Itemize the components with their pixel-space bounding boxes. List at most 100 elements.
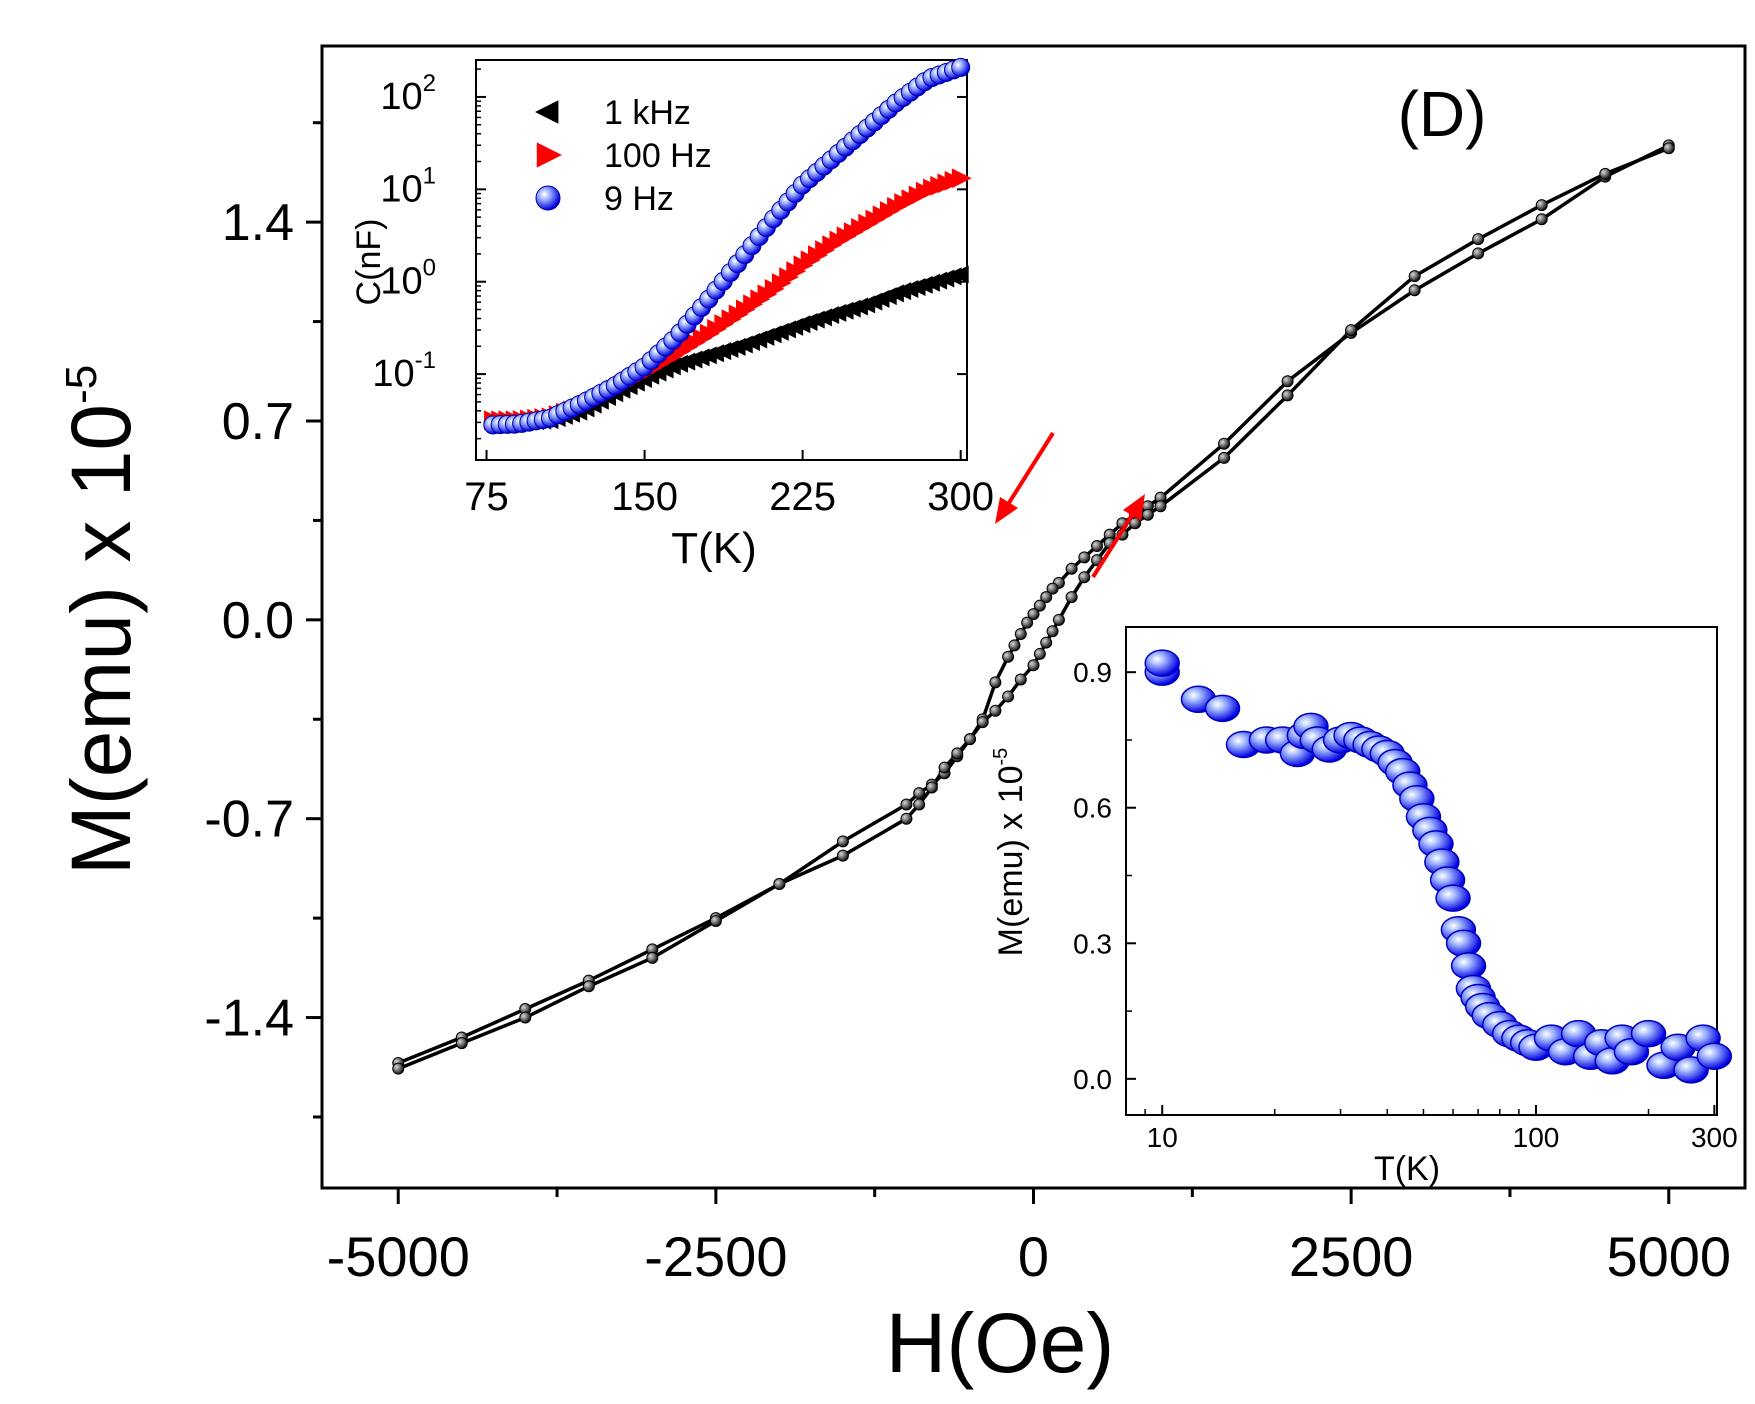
data-point — [1408, 270, 1421, 283]
point-9hz — [951, 57, 971, 77]
data-point — [1065, 562, 1078, 575]
inset1-x-tick-label: 300 — [927, 475, 994, 519]
data-point — [1002, 650, 1015, 663]
inset-magnetization-ticks — [1125, 671, 1716, 1115]
inset-magnetization-x-label: T(K) — [1374, 1150, 1440, 1188]
data-point — [913, 798, 926, 811]
y-tick-label: 1.4 — [222, 194, 294, 252]
data-point — [646, 951, 659, 964]
legend-label: 100 Hz — [604, 137, 712, 175]
inset-capacitance-y-label: C(nF) — [350, 219, 388, 306]
data-point — [1065, 591, 1078, 604]
inset2-data-point — [1204, 694, 1241, 723]
data-point — [1021, 616, 1034, 629]
inset2-x-tick-label: 300 — [1691, 1122, 1738, 1153]
data-point — [1008, 639, 1021, 652]
data-point — [1472, 247, 1485, 260]
data-point — [1281, 389, 1294, 402]
data-point — [1002, 690, 1015, 703]
inset1-y-tick-base: 10 — [380, 261, 422, 303]
data-point — [1078, 551, 1091, 564]
inset-capacitance-points — [482, 57, 972, 435]
data-point — [1046, 582, 1059, 595]
main-plot: -5000 -2500 0 2500 5000 -1.4 -0.7 0.0 0.7 1.4 (D)… — [54, 44, 1747, 1390]
data-point — [976, 716, 989, 729]
main-y-label-exponent: -5 — [57, 365, 106, 404]
y-tick-label: 0.0 — [222, 592, 294, 650]
svg-text:M(emu) x 10-5: M(emu) x 10-5 — [990, 748, 1030, 957]
data-point — [519, 1011, 532, 1024]
data-point — [1535, 199, 1548, 212]
y-tick-label: -1.4 — [204, 990, 294, 1048]
inset-capacitance-legend: 1 kHz 100 Hz 9 Hz — [535, 94, 712, 218]
svg-text:M(emu) x 10-5: M(emu) x 10-5 — [54, 365, 148, 876]
data-point — [900, 812, 913, 825]
data-point — [1218, 437, 1231, 450]
data-point — [709, 914, 722, 927]
data-point — [1014, 673, 1027, 686]
data-point — [925, 781, 938, 794]
inset-magnetization: 10 100 300 0.0 0.3 0.6 0.9 T(K) M(emu) x 10-5 — [990, 626, 1738, 1188]
data-point — [989, 676, 1002, 689]
data-point — [951, 747, 964, 760]
inset-magnetization-points — [1144, 649, 1733, 1084]
point-1khz — [950, 265, 969, 284]
main-x-axis-label: H(Oe) — [886, 1296, 1115, 1390]
inset-magnetization-y-label: M(emu) x 10-5 — [990, 748, 1030, 957]
data-point — [1129, 517, 1142, 530]
inset-capacitance-frame — [475, 59, 968, 461]
main-series-points — [392, 139, 1675, 1075]
inset1-y-tick-label: 100 — [380, 255, 436, 303]
inset-capacitance-ticks — [476, 68, 967, 460]
inset1-x-tick-label: 75 — [464, 475, 509, 519]
data-point — [1141, 508, 1154, 521]
data-point — [392, 1062, 405, 1075]
inset-capacitance-x-label: T(K) — [671, 524, 757, 573]
inset1-x-tick-label: 225 — [769, 475, 836, 519]
data-point — [1040, 591, 1053, 604]
data-point — [900, 798, 913, 811]
x-tick-label: 2500 — [1289, 1225, 1414, 1288]
data-point — [1281, 375, 1294, 388]
inset2-data-point — [1445, 929, 1482, 958]
data-point — [836, 835, 849, 848]
data-point — [1472, 233, 1485, 246]
inset1-x-tick-label: 150 — [611, 475, 678, 519]
inset1-y-tick-label: 102 — [380, 70, 436, 118]
inset2-y-tick-label: 0.0 — [1073, 1064, 1112, 1095]
data-point — [1078, 571, 1091, 584]
data-point — [836, 849, 849, 862]
x-tick-label: -5000 — [327, 1225, 470, 1288]
data-point — [1014, 628, 1027, 641]
arrow-decreasing-icon — [995, 431, 1055, 524]
legend-marker-triangle-left-icon — [535, 100, 559, 124]
x-tick-label: 5000 — [1606, 1225, 1731, 1288]
data-point — [773, 878, 786, 891]
inset2-data-point — [1696, 1042, 1733, 1071]
inset1-y-tick-exp: 1 — [423, 162, 436, 189]
inset1-y-tick-base: 10 — [380, 76, 422, 118]
inset1-y-tick-exp: -1 — [415, 347, 436, 374]
data-point — [1052, 613, 1065, 626]
arrow-increasing-icon — [1091, 494, 1145, 579]
inset2-y-tick-label: 0.6 — [1073, 793, 1112, 824]
data-point — [1408, 284, 1421, 297]
inset1-y-tick-exp: 0 — [423, 255, 436, 282]
data-point — [1033, 647, 1046, 660]
inset-magnetization-y-label-text: M(emu) x 10 — [992, 765, 1030, 956]
data-point — [989, 704, 1002, 717]
point-100hz — [951, 168, 972, 189]
inset1-y-tick-exp: 2 — [423, 70, 436, 97]
main-axis-ticks — [306, 121, 1671, 1204]
data-point — [1027, 608, 1040, 621]
data-point — [1662, 142, 1675, 155]
data-point — [1218, 451, 1231, 464]
data-point — [963, 733, 976, 746]
data-point — [1535, 213, 1548, 226]
data-point — [1345, 324, 1358, 337]
inset1-y-tick-label: 10-1 — [372, 347, 436, 395]
inset2-data-point — [1144, 649, 1180, 677]
